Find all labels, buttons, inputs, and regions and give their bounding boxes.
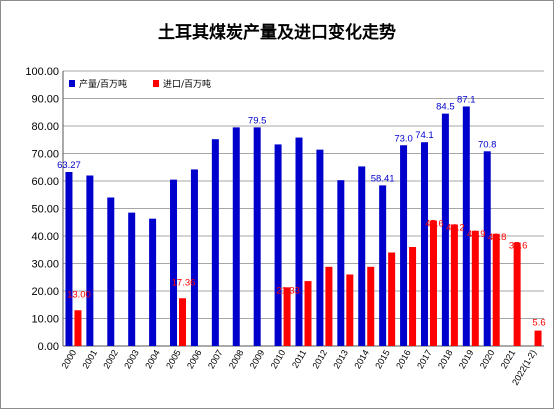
y-tick-label: 80.00	[31, 121, 59, 133]
data-label: 44.2	[446, 222, 465, 233]
y-tick-label: 50.00	[31, 204, 59, 216]
y-tick-label: 60.00	[31, 176, 59, 188]
data-label: 74.1	[415, 130, 434, 141]
y-tick-label: 30.00	[31, 259, 59, 271]
data-label: 73.0	[394, 133, 413, 144]
production-bar	[295, 137, 303, 346]
data-label: 17.36	[172, 277, 196, 288]
data-label: 63.27	[57, 160, 81, 171]
production-bar	[65, 172, 73, 346]
x-tick-label: 2003	[122, 348, 141, 370]
import-bar	[450, 224, 458, 346]
production-bar	[483, 151, 491, 346]
import-bar	[534, 330, 542, 346]
production-bar	[128, 212, 136, 346]
production-bar	[441, 113, 449, 346]
chart-title: 土耳其煤炭产量及进口变化走势	[158, 22, 396, 43]
data-label: 70.8	[478, 139, 497, 150]
y-tick-label: 0.00	[38, 341, 59, 353]
x-tick-label: 2000	[60, 348, 79, 370]
data-label: 37.6	[509, 241, 528, 252]
production-bar	[149, 218, 157, 346]
x-tick-label: 2021	[499, 348, 518, 370]
x-tick-label: 2019	[457, 348, 476, 370]
y-tick-label: 40.00	[31, 231, 59, 243]
production-bar	[358, 166, 366, 346]
production-bar	[170, 179, 178, 346]
x-tick-label: 2017	[415, 348, 434, 370]
y-tick-label: 90.00	[31, 94, 59, 106]
import-bar	[388, 252, 396, 346]
import-bar	[409, 247, 417, 346]
data-label: 13.00	[67, 289, 91, 300]
x-tick-label: 2005	[164, 348, 183, 370]
data-labels: 63.27 79.5 58.41 73.0 74.1 84.587.1 70.8 13.00 1…	[57, 94, 546, 328]
production-bar	[232, 127, 240, 346]
bars	[65, 106, 542, 346]
production-bar	[253, 127, 261, 346]
import-bar	[283, 287, 291, 346]
data-label: 40.8	[488, 232, 507, 243]
data-label: 84.5	[436, 102, 455, 113]
x-tick-label: 2011	[290, 348, 308, 370]
x-tick-label: 2002	[101, 348, 120, 370]
x-tick-label: 2012	[310, 348, 329, 370]
production-bar	[379, 185, 387, 346]
import-bar	[304, 281, 312, 346]
production-bar	[462, 106, 470, 346]
x-tick-label: 2010	[269, 348, 288, 370]
data-label: 45.6	[425, 219, 444, 230]
x-tick-label: 2015	[373, 348, 392, 370]
production-bar	[211, 139, 219, 346]
legend: 产量/百万吨 进口/百万吨	[69, 78, 211, 90]
data-label: 79.5	[248, 115, 267, 126]
x-tick-label: 2001	[80, 348, 99, 370]
import-bar	[74, 310, 82, 346]
import-bar	[471, 230, 479, 346]
production-bar	[107, 197, 115, 346]
x-tick-label: 2018	[436, 348, 455, 370]
x-tick-label: 2016	[394, 348, 413, 370]
production-bar	[400, 145, 408, 346]
production-bar	[316, 149, 324, 346]
production-bar	[190, 169, 198, 346]
import-bar	[429, 220, 437, 346]
x-tick-label: 2008	[227, 348, 246, 370]
import-bar	[367, 266, 375, 346]
gridlines	[63, 70, 544, 319]
x-tick-label: 2007	[206, 348, 225, 370]
data-label: 87.1	[457, 94, 476, 105]
data-label: 41.9	[467, 229, 486, 240]
import-bar	[513, 242, 521, 346]
legend-swatch	[153, 80, 159, 87]
x-tick-label: 2014	[352, 348, 371, 370]
production-bar	[337, 180, 345, 346]
data-label: 5.6	[532, 318, 545, 329]
import-bar	[346, 274, 354, 346]
x-tick-label: 2009	[248, 348, 267, 370]
y-tick-label: 20.00	[31, 286, 59, 298]
import-bar	[325, 266, 333, 346]
y-tick-label: 100.00	[25, 66, 59, 78]
production-bar	[274, 144, 282, 346]
y-tick-label: 70.00	[31, 149, 59, 161]
x-tick-label: 2004	[143, 348, 162, 370]
legend-swatch	[69, 80, 75, 87]
x-tick-label: 2006	[185, 348, 204, 370]
import-bar	[179, 298, 187, 346]
data-label: 21.33	[276, 285, 300, 296]
x-tick-label: 2013	[331, 348, 350, 370]
import-bar	[492, 233, 500, 346]
y-tick-label: 10.00	[31, 314, 59, 326]
legend-label: 产量/百万吨	[79, 78, 127, 90]
legend-label: 进口/百万吨	[163, 78, 211, 90]
data-label: 58.41	[371, 173, 395, 184]
production-bar	[420, 142, 428, 346]
production-bar	[86, 175, 94, 346]
x-tick-label: 2020	[478, 348, 497, 370]
